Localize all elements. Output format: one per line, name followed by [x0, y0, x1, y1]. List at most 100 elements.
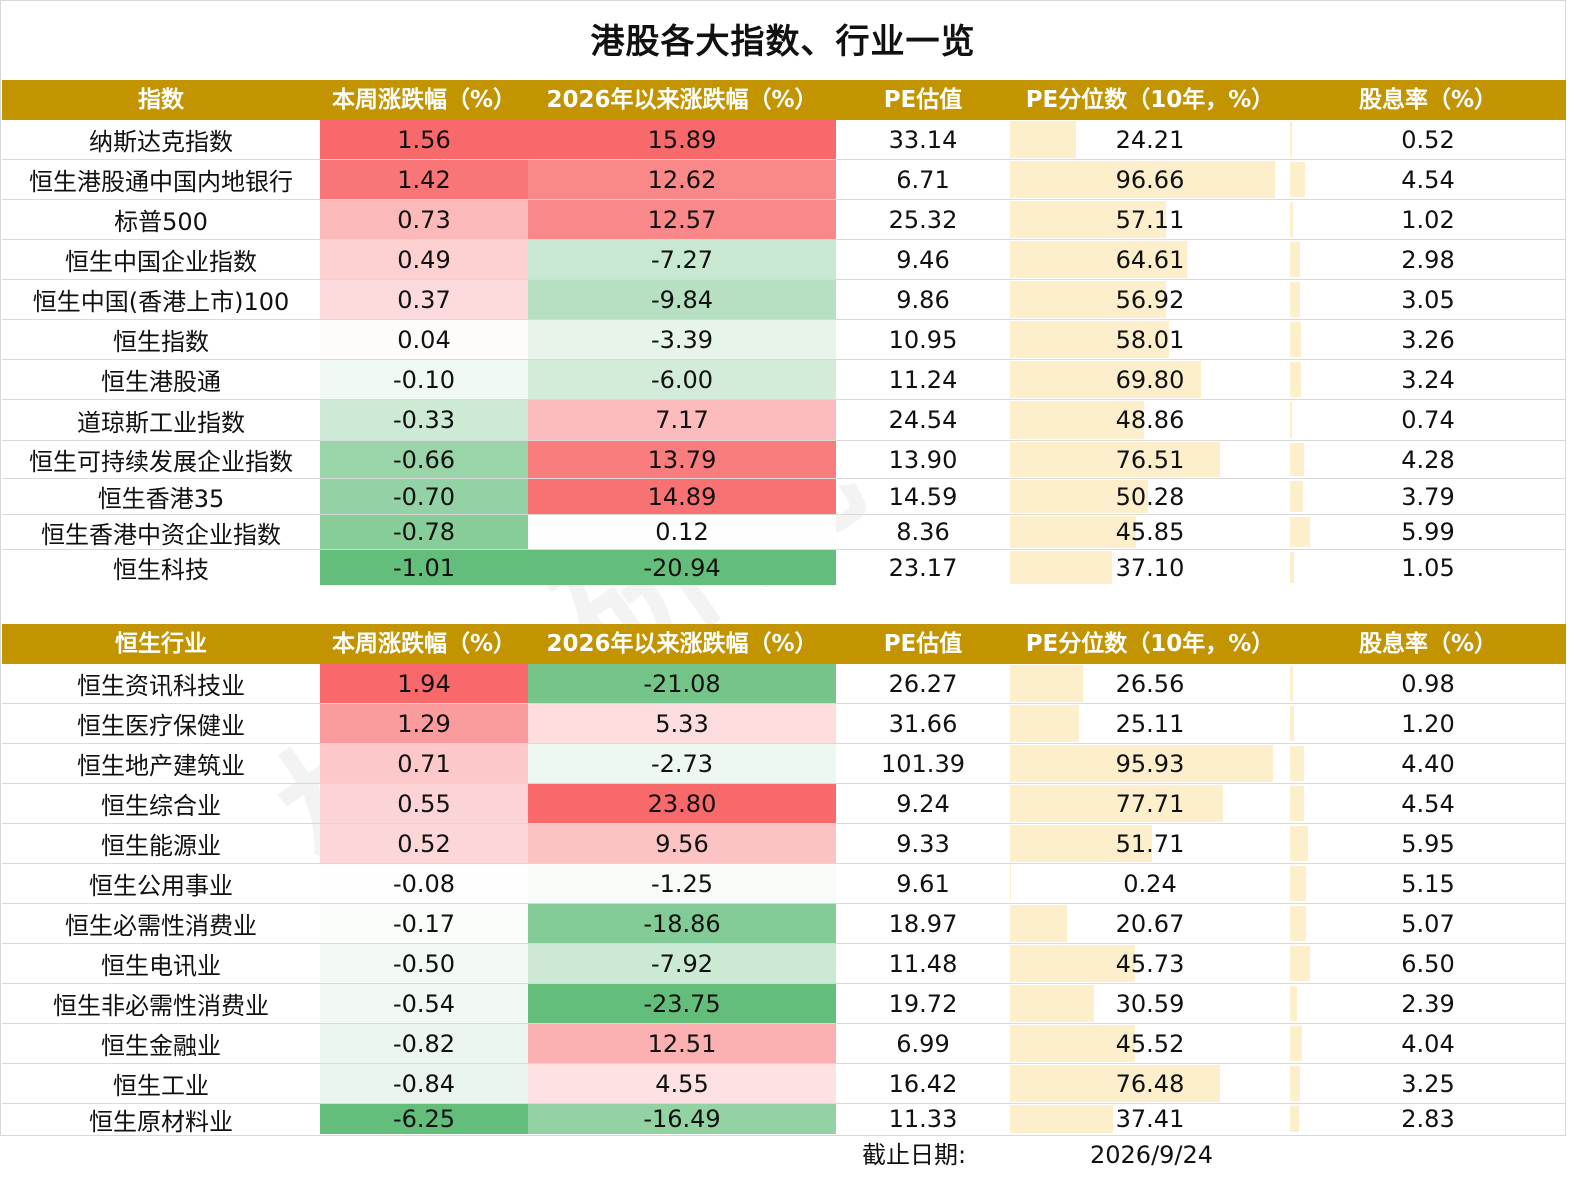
col-pe-percentile-value: 24.21 [1115, 125, 1185, 154]
table-row: 恒生中国(香港上市)100 0.37 -9.84 9.86 56.92 3.05 [2, 280, 1566, 320]
col-pe-percentile: 76.48 [1010, 1064, 1290, 1103]
col-name-value: 恒生香港中资企业指数 [41, 520, 281, 549]
dividend-yield-databar [1290, 1106, 1299, 1132]
col-pe-percentile-value: 37.10 [1115, 553, 1185, 582]
dividend-yield-databar [1290, 162, 1306, 197]
col-ytd-change: -3.39 [528, 320, 836, 359]
col-week-change-value: 1.42 [397, 165, 451, 194]
col-dividend-yield: 6.50 [1290, 944, 1566, 983]
col-name: 恒生港股通 [2, 360, 320, 399]
col-week-change-value: -0.78 [392, 518, 456, 546]
col-ytd-change: -7.92 [528, 944, 836, 983]
col-pe-percentile-value: 76.51 [1115, 445, 1185, 474]
header-col-name: 指数 [138, 87, 184, 113]
col-pe-percentile-value: 50.28 [1115, 482, 1185, 511]
col-ytd-change-value: 7.17 [655, 406, 709, 434]
pe-percentile-databar [1010, 825, 1152, 862]
col-dividend-yield: 2.98 [1290, 240, 1566, 279]
col-ytd-change-value: -21.08 [643, 669, 721, 698]
dividend-yield-databar [1290, 322, 1301, 357]
footer-date-value: 2026/9/24 [1090, 1141, 1214, 1169]
col-pe: 9.33 [836, 824, 1010, 863]
col-name: 恒生可持续发展企业指数 [2, 441, 320, 478]
col-name-value: 恒生必需性消费业 [65, 912, 257, 940]
col-pe-percentile-value: 20.67 [1115, 909, 1185, 938]
col-name: 恒生原材料业 [2, 1104, 320, 1136]
col-pe: 9.46 [836, 240, 1010, 279]
pe-percentile-databar [1010, 985, 1094, 1022]
col-dividend-yield-value: 0.74 [1401, 406, 1455, 434]
header-col-name: 恒生行业 [115, 631, 207, 657]
dividend-yield-databar [1290, 122, 1292, 157]
col-pe-value: 16.42 [888, 1069, 958, 1098]
dividend-yield-databar [1290, 481, 1303, 512]
dividend-yield-databar [1290, 826, 1309, 861]
dividend-yield-databar [1290, 786, 1304, 821]
col-name-value: 恒生指数 [113, 328, 209, 356]
col-name-value: 恒生工业 [113, 1072, 209, 1100]
col-week-change-value: 1.94 [397, 669, 451, 698]
col-name: 恒生工业 [2, 1064, 320, 1103]
col-pe-percentile-value: 37.41 [1115, 1105, 1185, 1133]
col-pe-value: 101.39 [881, 749, 965, 778]
col-dividend-yield: 4.54 [1290, 784, 1566, 823]
col-dividend-yield-value: 1.02 [1401, 205, 1455, 234]
col-week-change: 0.04 [320, 320, 528, 359]
header-col-dividend-yield: 股息率（%） [1358, 631, 1498, 657]
col-dividend-yield: 5.07 [1290, 904, 1566, 943]
col-name-value: 恒生港股通中国内地银行 [29, 168, 293, 196]
col-week-change: -0.17 [320, 904, 528, 943]
col-pe: 10.95 [836, 320, 1010, 359]
col-week-change: -0.82 [320, 1024, 528, 1063]
col-week-change-value: 0.71 [397, 749, 451, 778]
col-week-change-value: 0.55 [397, 789, 451, 818]
col-name: 恒生非必需性消费业 [2, 984, 320, 1023]
col-ytd-change: -16.49 [528, 1104, 836, 1134]
col-dividend-yield: 1.05 [1290, 550, 1566, 585]
col-ytd-change-value: 4.55 [655, 1069, 709, 1098]
dividend-yield-databar [1290, 946, 1310, 981]
col-week-change-value: -0.50 [392, 949, 456, 978]
col-pe: 8.36 [836, 515, 1010, 549]
col-pe-percentile-value: 96.66 [1115, 165, 1185, 194]
pe-percentile-databar [1010, 241, 1188, 278]
pe-percentile-databar [1010, 281, 1166, 318]
col-week-change-value: 1.29 [397, 709, 451, 738]
col-ytd-change: -23.75 [528, 984, 836, 1023]
col-name: 纳斯达克指数 [2, 120, 320, 159]
table-row: 恒生中国企业指数 0.49 -7.27 9.46 64.61 2.98 [2, 240, 1566, 280]
pe-percentile-databar [1010, 401, 1144, 439]
col-week-change-value: -0.66 [392, 445, 456, 474]
col-name-value: 恒生资讯科技业 [77, 672, 245, 700]
pe-percentile-databar [1010, 745, 1273, 782]
col-week-change-value: 0.04 [397, 325, 451, 354]
col-pe-percentile-value: 26.56 [1115, 669, 1185, 698]
col-pe: 9.86 [836, 280, 1010, 319]
dividend-yield-databar [1290, 706, 1294, 741]
col-pe-percentile: 69.80 [1010, 360, 1290, 399]
col-name-value: 恒生医疗保健业 [77, 712, 245, 740]
dividend-yield-databar [1290, 1026, 1303, 1061]
col-pe-percentile-value: 56.92 [1115, 285, 1185, 314]
pe-percentile-databar [1010, 865, 1011, 902]
dividend-yield-databar [1290, 1066, 1300, 1101]
col-ytd-change: -2.73 [528, 744, 836, 783]
col-week-change-value: -0.33 [392, 406, 456, 434]
col-ytd-change-value: -2.73 [650, 749, 714, 778]
col-name: 恒生综合业 [2, 784, 320, 823]
col-ytd-change-value: 23.80 [647, 789, 717, 818]
col-ytd-change: 13.79 [528, 441, 836, 478]
col-pe-value: 9.24 [896, 789, 950, 818]
col-week-change: -0.66 [320, 441, 528, 478]
pe-percentile-databar [1010, 1105, 1113, 1133]
col-pe-percentile-value: 69.80 [1115, 365, 1185, 394]
col-dividend-yield: 4.04 [1290, 1024, 1566, 1063]
col-pe-percentile: 25.11 [1010, 704, 1290, 743]
pe-percentile-databar [1010, 1025, 1135, 1062]
col-dividend-yield-value: 5.95 [1401, 829, 1455, 858]
col-dividend-yield-value: 2.39 [1401, 989, 1455, 1018]
table-row: 恒生指数 0.04 -3.39 10.95 58.01 3.26 [2, 320, 1566, 360]
col-week-change: -6.25 [320, 1104, 528, 1134]
col-name: 恒生医疗保健业 [2, 704, 320, 743]
col-pe-percentile: 0.24 [1010, 864, 1290, 903]
